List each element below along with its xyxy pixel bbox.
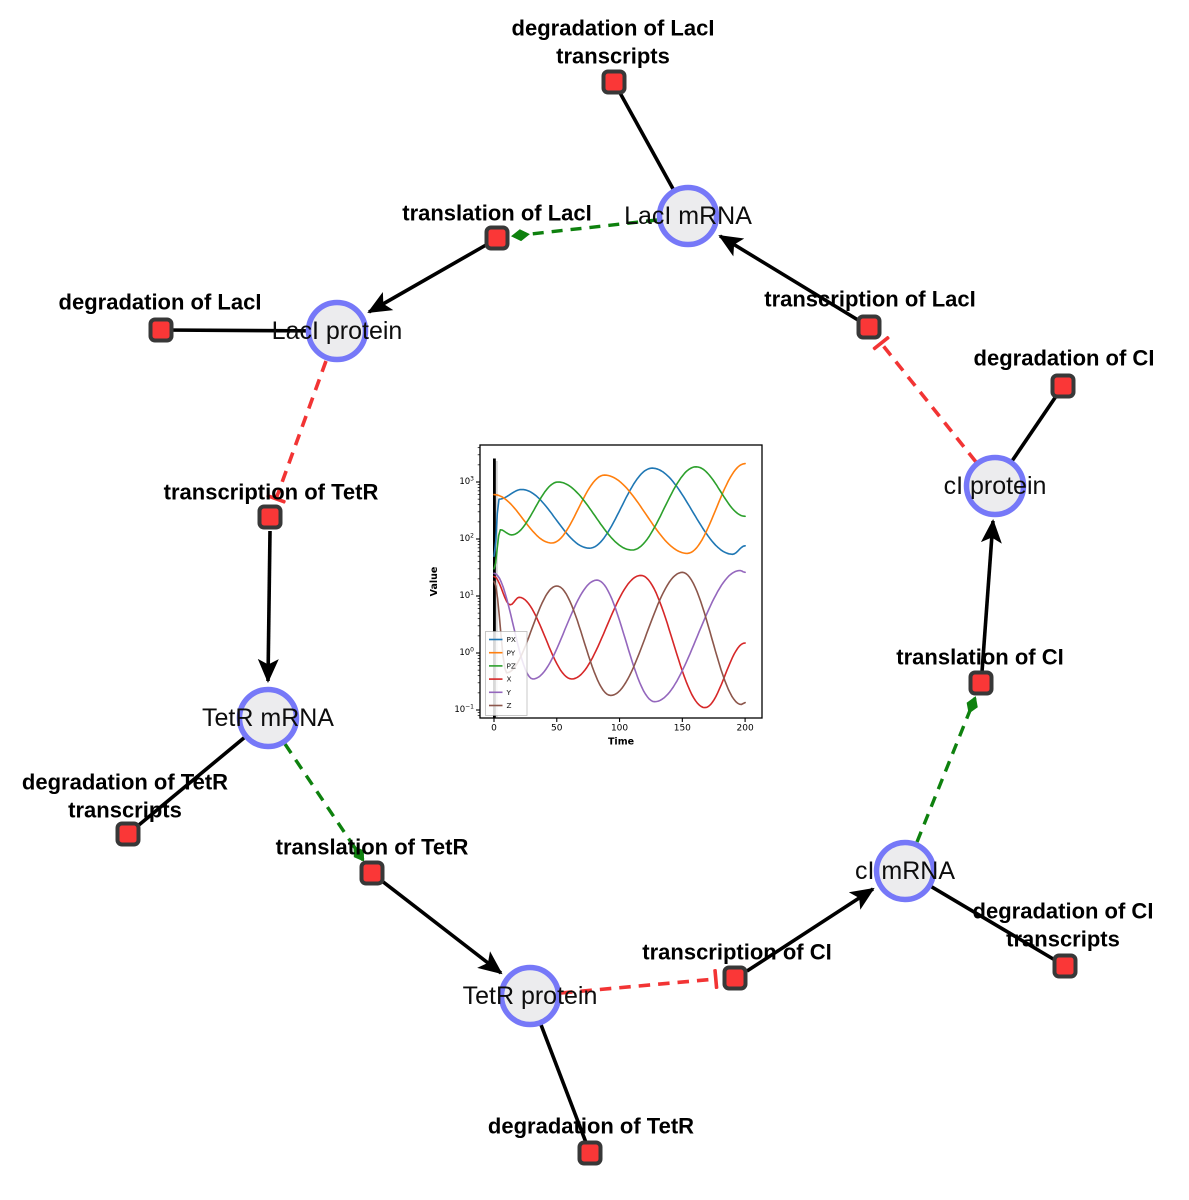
- chart-line-PY: [493, 462, 746, 555]
- chart-legend: PX PY PZ XYZ: [485, 631, 528, 716]
- chart-series-group: [493, 462, 746, 709]
- species-node-tetr-protein[interactable]: [498, 964, 562, 1028]
- chart-ylabel: Value: [429, 567, 440, 597]
- reaction-node-deg-laci-transcripts[interactable]: [601, 69, 627, 95]
- edge-translation-laci-to-laci-protein: [367, 243, 487, 314]
- chart-spines: [479, 444, 763, 719]
- reaction-node-deg-tetr[interactable]: [577, 1140, 603, 1166]
- species-label-laci-protein: LacI protein: [272, 317, 403, 345]
- edge-transcription-tetr-to-tetr-mrna: [257, 530, 279, 683]
- reaction-node-deg-ci-transcripts[interactable]: [1052, 953, 1078, 979]
- legend-label-PX: PX: [507, 635, 516, 644]
- species-label-ci-protein: cI protein: [944, 472, 1047, 500]
- reaction-label-translation-laci: translation of LacI: [402, 201, 591, 226]
- reaction-label-deg-laci-transcripts: degradation of LacI: [512, 16, 715, 41]
- reaction-label-deg-tetr-transcripts-line2: transcripts: [68, 798, 182, 823]
- reaction-node-transcription-ci[interactable]: [722, 965, 748, 991]
- reaction-node-translation-ci[interactable]: [968, 670, 994, 696]
- reaction-node-deg-ci[interactable]: [1050, 373, 1076, 399]
- x-tick-label-0: 0: [491, 724, 497, 734]
- x-tick-label-50: 50: [551, 724, 563, 734]
- chart-ticks: 103 102 101 100 10−1 0 50 100 150 200: [454, 447, 754, 734]
- reaction-node-transcription-tetr[interactable]: [257, 504, 283, 530]
- edge-laci-mrna-to-translation: [511, 218, 658, 242]
- reaction-node-transcription-laci[interactable]: [856, 314, 882, 340]
- reaction-label-transcription-laci: transcription of LacI: [764, 287, 975, 312]
- legend-label-Z: Z: [507, 701, 512, 710]
- reaction-label-deg-ci-transcripts: degradation of CI: [973, 899, 1154, 924]
- reaction-label-translation-tetr: translation of TetR: [276, 835, 469, 860]
- reaction-label-deg-tetr: degradation of TetR: [488, 1114, 694, 1139]
- y-tick-label-10e2: 102: [459, 532, 474, 544]
- chart-line-Y: [493, 569, 746, 703]
- labels-layer: LacI mRNA LacI protein TetR mRNA TetR prote…: [22, 16, 1155, 1139]
- reaction-label-deg-tetr-transcripts: degradation of TetR: [22, 770, 228, 795]
- chart-line-X: [493, 574, 746, 709]
- legend-box: [485, 631, 528, 716]
- reactions-layer: [115, 69, 1078, 1166]
- species-node-laci-protein[interactable]: [305, 299, 369, 363]
- y-tick-label-10e1: 101: [459, 589, 474, 601]
- species-layer: [236, 184, 1027, 1028]
- chart-xlabel: Time: [608, 737, 634, 748]
- chart-line-Z: [493, 571, 746, 706]
- species-node-tetr-mrna[interactable]: [236, 686, 300, 750]
- species-label-tetr-protein: TetR protein: [463, 982, 598, 1010]
- edge-translation-ci-to-ci-protein: [980, 519, 1002, 673]
- reaction-label-deg-laci: degradation of LacI: [59, 290, 262, 315]
- reaction-label-translation-ci: translation of CI: [896, 645, 1063, 670]
- species-node-laci-mrna[interactable]: [656, 184, 720, 248]
- chart-line-PX: [493, 467, 746, 557]
- edge-tetr-protein-inhibits-transcription-ci: [560, 968, 719, 995]
- species-node-ci-protein[interactable]: [963, 454, 1027, 518]
- edge-laci-protein-inhibits-transcription-tetr: [266, 360, 328, 504]
- y-tick-label-10e0: 100: [459, 646, 474, 658]
- reaction-label-transcription-ci: transcription of CI: [642, 940, 831, 965]
- reaction-label-transcription-tetr: transcription of TetR: [164, 480, 379, 505]
- edge-transcription-laci-to-laci-mrna: [718, 234, 859, 322]
- reaction-node-deg-laci[interactable]: [148, 317, 174, 343]
- x-tick-label-100: 100: [611, 724, 628, 734]
- edge-ci-protein-inhibits-transcription-laci: [872, 335, 978, 464]
- legend-label-X: X: [507, 675, 512, 684]
- reaction-label-deg-ci-transcripts-line2: transcripts: [1006, 927, 1120, 952]
- reaction-node-translation-tetr[interactable]: [359, 860, 385, 886]
- legend-label-PZ: PZ: [507, 662, 516, 671]
- reaction-label-deg-ci: degradation of CI: [974, 346, 1155, 371]
- edge-translation-tetr-to-tetr-protein: [380, 879, 503, 975]
- reaction-label-deg-laci-transcripts-line2: transcripts: [556, 44, 670, 69]
- species-label-tetr-mrna: TetR mRNA: [202, 704, 334, 732]
- y-tick-label-10e-1: 10−1: [454, 703, 474, 715]
- edge-ci-mrna-to-translation: [915, 696, 978, 843]
- species-node-ci-mrna[interactable]: [873, 839, 937, 903]
- chart-line-PZ: [493, 466, 746, 570]
- species-label-laci-mrna: LacI mRNA: [624, 202, 752, 230]
- y-tick-label-10e3: 103: [459, 475, 474, 487]
- legend-label-Y: Y: [506, 688, 512, 697]
- x-tick-label-150: 150: [674, 724, 691, 734]
- reaction-node-deg-tetr-transcripts[interactable]: [115, 821, 141, 847]
- edge-transcription-ci-to-ci-mrna: [746, 887, 875, 973]
- species-label-ci-mrna: cI mRNA: [855, 857, 955, 885]
- reaction-node-translation-laci[interactable]: [484, 225, 510, 251]
- edges-layer: [126, 81, 1066, 1154]
- x-tick-label-200: 200: [737, 724, 754, 734]
- edge-tetr-mrna-to-translation: [283, 743, 365, 862]
- legend-label-PY: PY: [507, 648, 516, 657]
